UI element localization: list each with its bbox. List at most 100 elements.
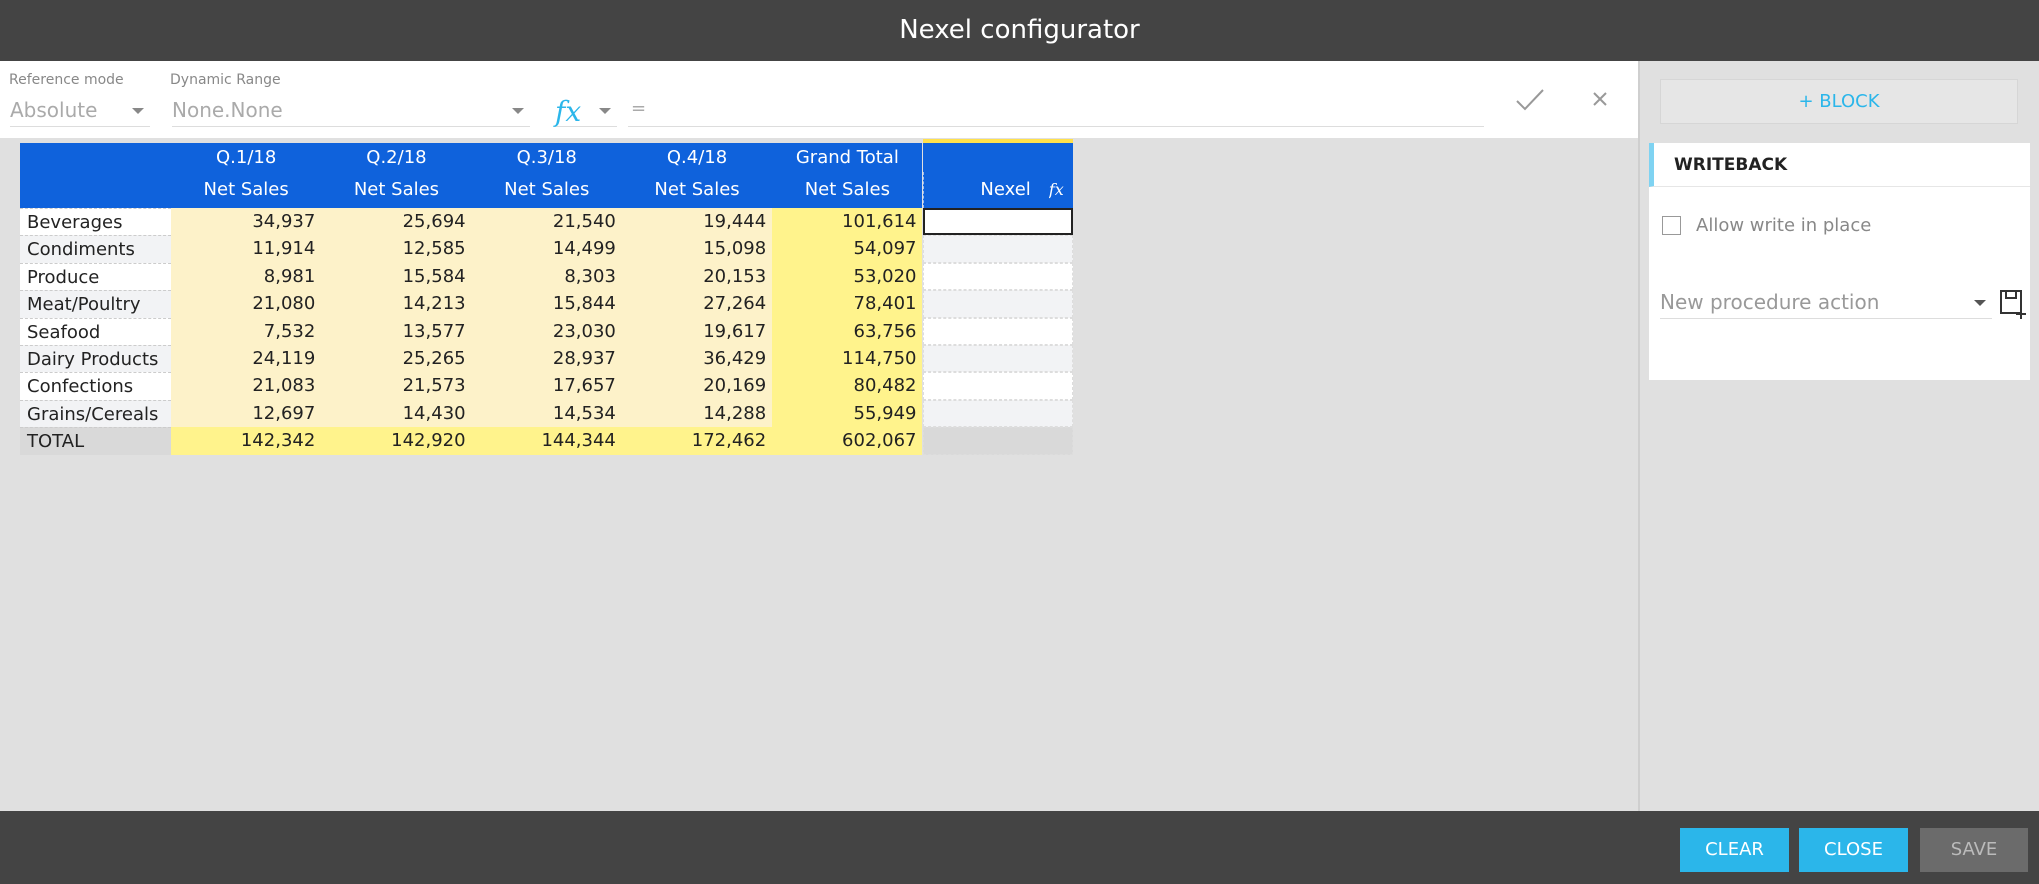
value-cell: 13,577 bbox=[321, 317, 472, 345]
label: Dynamic Range bbox=[170, 72, 281, 88]
dropdown-value: None.None bbox=[172, 98, 283, 122]
column-measure: Net Sales bbox=[621, 172, 773, 208]
formula: = bbox=[631, 98, 647, 119]
value-cell: 11,914 bbox=[171, 235, 322, 263]
row-label: Meat/Poultry bbox=[20, 290, 171, 318]
value-cell: 21,080 bbox=[171, 290, 322, 318]
value-cell: 14,534 bbox=[471, 399, 622, 428]
value-cell: 21,540 bbox=[471, 208, 622, 236]
value-cell: 14,430 bbox=[321, 399, 472, 428]
confirm-icon[interactable] bbox=[1515, 87, 1545, 113]
nexel-cell bbox=[922, 262, 1073, 291]
row-label: TOTAL bbox=[20, 427, 171, 455]
value-cell: 21,083 bbox=[171, 372, 322, 400]
button-label: + BLOCK bbox=[1798, 91, 1880, 112]
column-measure: Net Sales bbox=[772, 172, 923, 208]
column-period: Q.4/18 bbox=[621, 143, 773, 172]
value-cell: 602,067 bbox=[772, 427, 923, 455]
nexel-cell bbox=[922, 208, 1073, 236]
checkbox-label: Allow write in place bbox=[1696, 215, 1872, 236]
value-cell: 12,585 bbox=[321, 235, 472, 263]
value-cell: 54,097 bbox=[772, 235, 923, 263]
row-label: Beverages bbox=[20, 208, 171, 236]
value-cell: 8,981 bbox=[171, 262, 322, 291]
nexel-fx: fx bbox=[1048, 180, 1064, 199]
clear-button[interactable]: CLEAR bbox=[1680, 828, 1789, 872]
value-cell: 25,694 bbox=[321, 208, 472, 236]
value-cell: 15,098 bbox=[621, 235, 773, 263]
save-procedure-icon[interactable] bbox=[1999, 289, 2029, 321]
formula-input[interactable]: = bbox=[628, 95, 1484, 127]
value-cell: 23,030 bbox=[471, 317, 622, 345]
close-button[interactable]: CLOSE bbox=[1799, 828, 1908, 872]
value-cell: 101,614 bbox=[772, 208, 923, 236]
row-label: Confections bbox=[20, 372, 171, 400]
nexel-cell bbox=[922, 372, 1073, 400]
add-block-button[interactable]: + BLOCK bbox=[1660, 79, 2018, 124]
value-cell: 20,153 bbox=[621, 262, 773, 291]
reference-mode-dropdown[interactable]: Absolute bbox=[10, 95, 150, 127]
value-cell: 25,265 bbox=[321, 345, 472, 373]
dropdown-value: Absolute bbox=[10, 98, 98, 122]
dynamic-range-dropdown[interactable]: None.None bbox=[172, 95, 530, 127]
column-measure: Net Sales bbox=[471, 172, 622, 208]
column-period: Q.3/18 bbox=[471, 143, 622, 172]
nexel-cell bbox=[922, 427, 1073, 455]
column-period: Q.2/18 bbox=[321, 143, 472, 172]
column-period: Grand Total bbox=[772, 143, 923, 172]
column-measure: Net Sales bbox=[321, 172, 472, 208]
value-cell: 14,499 bbox=[471, 235, 622, 263]
footer: CLEAR CLOSE SAVE bbox=[0, 811, 2039, 884]
column-period: Q.1/18 bbox=[171, 143, 322, 172]
value-cell: 28,937 bbox=[471, 345, 622, 373]
checkbox[interactable] bbox=[1662, 216, 1681, 235]
cancel-icon[interactable] bbox=[1592, 91, 1608, 107]
header-corner bbox=[20, 143, 171, 208]
writeback-card: WRITEBACK Allow write in place New proce… bbox=[1649, 143, 2030, 380]
section-header: WRITEBACK bbox=[1649, 143, 2030, 187]
label: Reference mode bbox=[9, 72, 124, 88]
value-cell: 12,697 bbox=[171, 399, 322, 428]
nexel-cell bbox=[922, 235, 1073, 263]
value-cell: 19,617 bbox=[621, 317, 773, 345]
value-cell: 14,213 bbox=[321, 290, 472, 318]
nexel-cell bbox=[922, 317, 1073, 345]
fx-icon: fx bbox=[555, 95, 582, 128]
procedure-dropdown[interactable]: New procedure action bbox=[1660, 287, 1992, 319]
value-cell: 55,949 bbox=[772, 399, 923, 428]
value-cell: 15,844 bbox=[471, 290, 622, 318]
value-cell: 114,750 bbox=[772, 345, 923, 373]
row-label: Produce bbox=[20, 262, 171, 291]
nexel-marker bbox=[922, 139, 1073, 143]
title-bar: Nexel configurator bbox=[0, 0, 2039, 61]
row-label: Condiments bbox=[20, 235, 171, 263]
section-title: WRITEBACK bbox=[1674, 155, 1788, 175]
value-cell: 7,532 bbox=[171, 317, 322, 345]
value-cell: 27,264 bbox=[621, 290, 773, 318]
value-cell: 24,119 bbox=[171, 345, 322, 373]
value-cell: 172,462 bbox=[621, 427, 773, 455]
value-cell: 17,657 bbox=[471, 372, 622, 400]
value-cell: 8,303 bbox=[471, 262, 622, 291]
column-measure: Net Sales bbox=[171, 172, 322, 208]
nexel-header-top bbox=[922, 143, 1073, 172]
value-cell: 142,342 bbox=[171, 427, 322, 455]
value-cell: 34,937 bbox=[171, 208, 322, 236]
function-dropdown[interactable]: fx bbox=[555, 95, 617, 128]
nexel-header: Nexel bbox=[922, 172, 1073, 208]
value-cell: 80,482 bbox=[772, 372, 923, 400]
side-panel: + BLOCK WRITEBACK Allow write in place N… bbox=[1638, 61, 2039, 811]
value-cell: 21,573 bbox=[321, 372, 472, 400]
value-cell: 53,020 bbox=[772, 262, 923, 291]
button-label: CLEAR bbox=[1705, 839, 1764, 860]
value-cell: 19,444 bbox=[621, 208, 773, 236]
value-cell: 142,920 bbox=[321, 427, 472, 455]
placeholder: New procedure action bbox=[1660, 290, 1880, 314]
value-cell: 78,401 bbox=[772, 290, 923, 318]
nexel-cell bbox=[922, 345, 1073, 373]
save-button[interactable]: SAVE bbox=[1920, 828, 2028, 872]
value-cell: 144,344 bbox=[471, 427, 622, 455]
value-cell: 36,429 bbox=[621, 345, 773, 373]
row-label: Dairy Products bbox=[20, 345, 171, 373]
value-cell: 15,584 bbox=[321, 262, 472, 291]
